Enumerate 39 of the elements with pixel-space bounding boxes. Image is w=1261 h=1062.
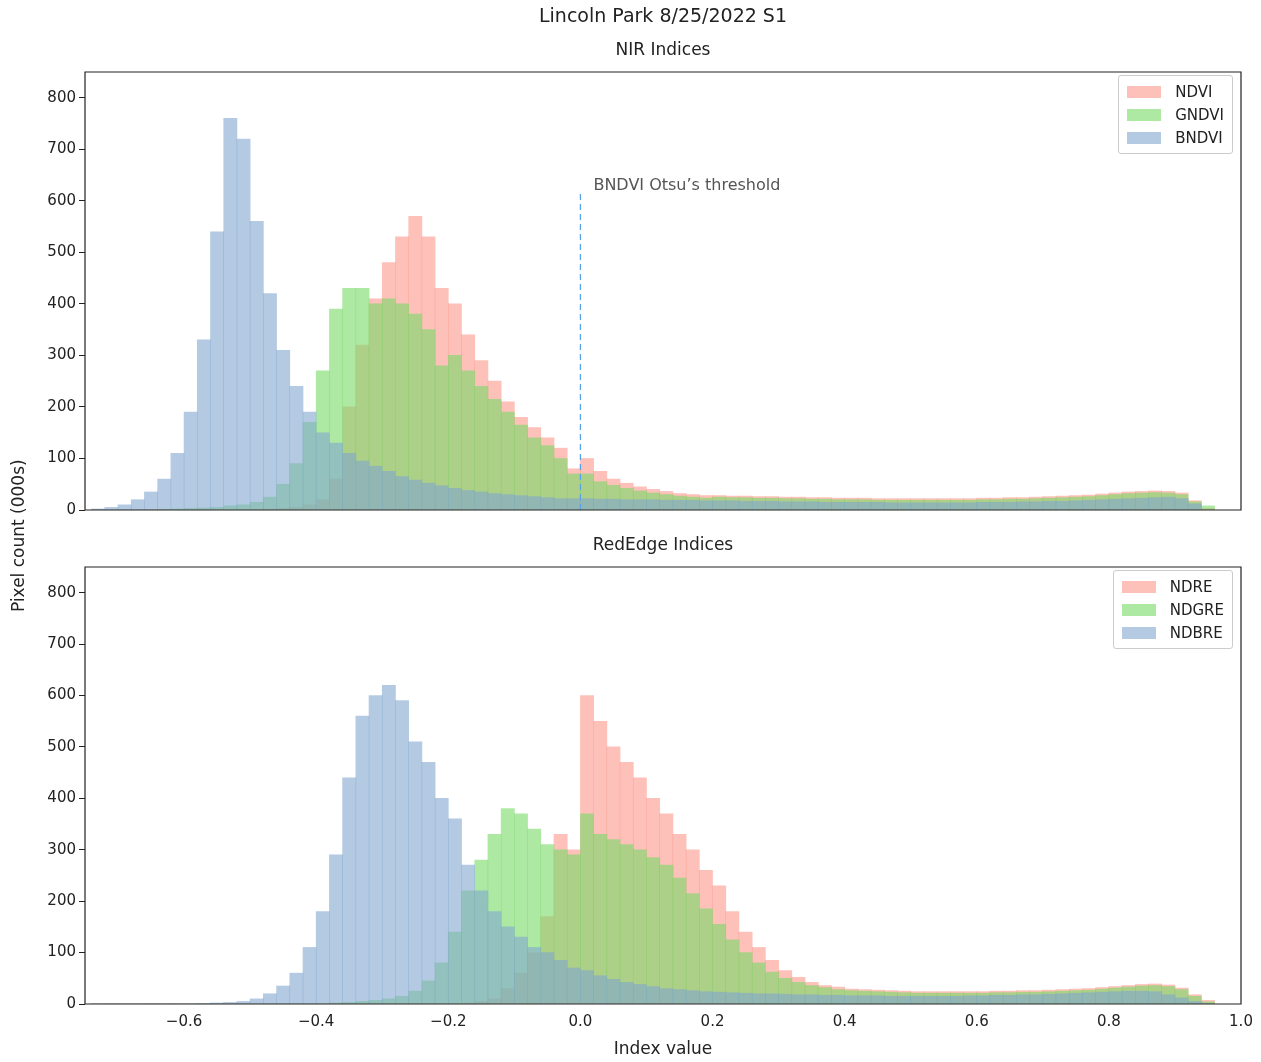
y-tick-label: 800 <box>47 582 76 601</box>
x-tick-label: 0.8 <box>1096 1011 1121 1030</box>
chart-title: RedEdge Indices <box>591 534 735 554</box>
y-tick-label: 500 <box>47 242 76 261</box>
ref-line-label: BNDVI Otsu’s threshold <box>593 175 781 195</box>
chart-title: Lincoln Park 8/25/2022 S1 <box>537 4 789 26</box>
y-tick-label: 400 <box>47 788 76 807</box>
legend-label: NDVI <box>1175 82 1213 101</box>
y-tick-label: 400 <box>47 293 76 312</box>
x-tick-label: −0.4 <box>297 1011 335 1030</box>
y-tick-label: 600 <box>47 685 76 704</box>
x-tick-label: 0.4 <box>832 1011 857 1030</box>
y-tick-label: 0 <box>66 499 76 518</box>
x-tick-label: 0.6 <box>964 1011 989 1030</box>
y-tick-label: 300 <box>47 345 76 364</box>
x-axis-title: Index value <box>612 1038 714 1058</box>
x-tick-label: −0.2 <box>430 1011 467 1030</box>
y-tick-label: 200 <box>47 891 76 910</box>
x-tick-label: 0.0 <box>568 1011 593 1030</box>
y-tick-label: 600 <box>47 190 76 209</box>
y-tick-label: 700 <box>47 634 76 653</box>
y-axis-title: Pixel count (000s) <box>8 458 28 612</box>
legend-label: NDGRE <box>1169 600 1224 619</box>
legend-label: NDRE <box>1169 577 1213 596</box>
y-tick-label: 500 <box>47 736 76 755</box>
y-tick-label: 200 <box>47 396 76 415</box>
legend-label: GNDVI <box>1175 105 1224 124</box>
legend-label: NDBRE <box>1169 623 1223 642</box>
x-tick-label: 1.0 <box>1229 1011 1253 1030</box>
legend-label: BNDVI <box>1175 128 1223 147</box>
y-tick-label: 100 <box>47 448 76 467</box>
x-tick-label: −0.6 <box>165 1011 203 1030</box>
chart-subtitle: NIR Indices <box>614 39 712 59</box>
x-tick-label: 0.2 <box>700 1011 725 1030</box>
y-tick-label: 700 <box>47 139 76 158</box>
y-tick-label: 800 <box>47 87 76 106</box>
y-tick-label: 100 <box>47 942 76 961</box>
y-tick-label: 300 <box>47 839 76 858</box>
y-tick-label: 0 <box>66 993 76 1012</box>
